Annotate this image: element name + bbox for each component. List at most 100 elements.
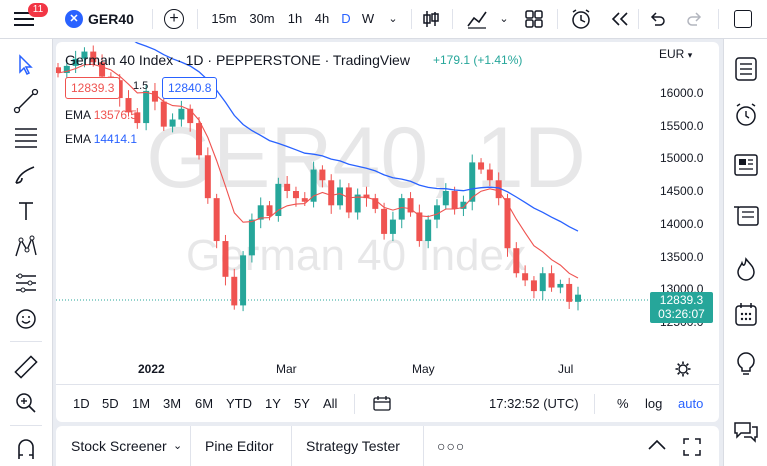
- price-tick: 15000.0: [660, 151, 704, 165]
- text-tool-icon[interactable]: [10, 195, 42, 227]
- undo-icon[interactable]: [648, 10, 666, 28]
- interval-15m[interactable]: 15m: [211, 11, 237, 26]
- cursor-icon[interactable]: [10, 49, 42, 81]
- price-chart[interactable]: GER40, 1D German 40 Index: [56, 42, 719, 342]
- candle-body: [151, 90, 158, 102]
- candle-body: [372, 198, 379, 209]
- magnet-icon[interactable]: [10, 433, 42, 465]
- period-all[interactable]: All: [323, 396, 338, 411]
- period-1m[interactable]: 1M: [132, 396, 151, 411]
- collapse-chevron-up-icon[interactable]: [647, 438, 667, 452]
- price-tick: 13500.0: [660, 250, 704, 264]
- tab-stock-screener[interactable]: Stock Screener: [71, 438, 167, 454]
- stock-screener-chevron-icon[interactable]: ⌄: [173, 440, 183, 452]
- calendar-list-icon[interactable]: [730, 199, 762, 231]
- top-toolbar: 11 ✕ GER40 + 15m 30m 1h 4h D W ⌄ ⌄: [0, 0, 767, 39]
- interval-dropdown-chevron-icon[interactable]: ⌄: [388, 13, 398, 25]
- calendar-icon[interactable]: [730, 299, 762, 331]
- percent-scale-toggle[interactable]: %: [617, 396, 629, 411]
- candle-body: [222, 241, 229, 277]
- time-tick: Jul: [558, 362, 574, 376]
- pattern-tool-icon[interactable]: [10, 231, 42, 263]
- tab-strategy-tester[interactable]: Strategy Tester: [306, 438, 400, 454]
- prediction-tool-icon[interactable]: [10, 267, 42, 299]
- news-icon[interactable]: [730, 149, 762, 181]
- fullscreen-square-icon[interactable]: [734, 10, 752, 28]
- alert-clock-icon[interactable]: [570, 8, 592, 30]
- more-tabs-icon[interactable]: ○○○: [437, 438, 466, 454]
- candle-body: [328, 180, 335, 206]
- period-5y[interactable]: 5Y: [294, 396, 310, 411]
- candle-body: [389, 219, 396, 234]
- indicators-icon[interactable]: [466, 8, 488, 30]
- candle-body: [575, 294, 581, 302]
- indicators-chevron-icon[interactable]: ⌄: [499, 13, 509, 25]
- candle-body: [204, 155, 211, 199]
- candlestick-chart-type-icon[interactable]: [421, 9, 441, 29]
- menu-button[interactable]: [14, 10, 36, 28]
- candle-body: [169, 119, 176, 127]
- candle-body: [513, 248, 520, 274]
- period-5d[interactable]: 5D: [102, 396, 119, 411]
- zoom-in-icon[interactable]: [10, 387, 42, 419]
- log-scale-toggle[interactable]: log: [645, 396, 663, 411]
- symbol-logo-icon: ✕: [65, 10, 83, 28]
- tab-pine-editor[interactable]: Pine Editor: [205, 438, 274, 454]
- candle-body: [407, 198, 414, 213]
- ema-slow-legend[interactable]: EMA 14414.1: [65, 132, 137, 146]
- candle-body: [134, 112, 141, 124]
- chart-pane[interactable]: GER40, 1D German 40 Index German 40 Inde…: [56, 42, 719, 422]
- chat-icon[interactable]: [730, 415, 762, 447]
- trend-line-icon[interactable]: [10, 85, 42, 117]
- period-6m[interactable]: 6M: [195, 396, 214, 411]
- chart-legend-title[interactable]: German 40 Index · 1D · PEPPERSTONE · Tra…: [65, 52, 410, 68]
- redo-icon[interactable]: [686, 10, 704, 28]
- candle-body: [178, 108, 185, 120]
- candle-body: [416, 212, 423, 242]
- bid-price-box[interactable]: 12839.3: [65, 77, 121, 99]
- replay-rewind-icon[interactable]: [610, 10, 630, 28]
- period-1d[interactable]: 1D: [73, 396, 90, 411]
- ask-price-box[interactable]: 12840.8: [162, 77, 218, 99]
- layout-grid-icon[interactable]: [525, 10, 543, 28]
- candle-body: [522, 273, 529, 281]
- currency-selector[interactable]: EUR ▾: [659, 47, 692, 61]
- watchlist-icon[interactable]: [730, 53, 762, 85]
- auto-scale-toggle[interactable]: auto: [678, 396, 704, 411]
- candle-body: [81, 51, 88, 59]
- compare-symbol-button[interactable]: +: [164, 9, 184, 29]
- interval-1h[interactable]: 1h: [287, 11, 303, 26]
- ideas-lightbulb-icon[interactable]: [730, 347, 762, 379]
- ruler-icon[interactable]: [10, 351, 42, 383]
- interval-4h[interactable]: 4h: [314, 11, 330, 26]
- candle-body: [495, 180, 502, 199]
- period-1y[interactable]: 1Y: [265, 396, 281, 411]
- candle-body: [460, 201, 467, 209]
- alarm-clock-icon[interactable]: [730, 99, 762, 131]
- fib-retracement-icon[interactable]: [10, 121, 42, 153]
- interval-d[interactable]: D: [341, 11, 351, 26]
- period-3m[interactable]: 3M: [163, 396, 182, 411]
- interval-w[interactable]: W: [361, 11, 375, 26]
- candle-body: [345, 187, 352, 213]
- ema-fast-legend[interactable]: EMA 13576.5: [65, 108, 137, 122]
- candle-body: [292, 191, 299, 199]
- date-range-calendar-icon[interactable]: [373, 395, 391, 411]
- candle-body: [530, 280, 537, 292]
- notification-badge[interactable]: 11: [28, 3, 48, 17]
- brush-icon[interactable]: [10, 159, 42, 191]
- price-change: +179.1 (+1.41%): [433, 53, 523, 67]
- candle-body: [143, 90, 150, 124]
- candle-body: [63, 65, 70, 74]
- interval-30m[interactable]: 30m: [249, 11, 275, 26]
- maximize-panel-icon[interactable]: [683, 438, 701, 456]
- emoji-icon[interactable]: [10, 303, 42, 335]
- symbol-search-button[interactable]: GER40: [88, 11, 134, 27]
- hotlist-fire-icon[interactable]: [730, 253, 762, 285]
- chart-settings-gear-icon[interactable]: [675, 361, 691, 377]
- utc-clock[interactable]: 17:32:52 (UTC): [489, 396, 579, 411]
- current-price-label: 12839.3 03:26:07: [650, 292, 713, 323]
- candle-body: [160, 101, 167, 127]
- period-ytd[interactable]: YTD: [226, 396, 252, 411]
- candle-body: [398, 198, 405, 220]
